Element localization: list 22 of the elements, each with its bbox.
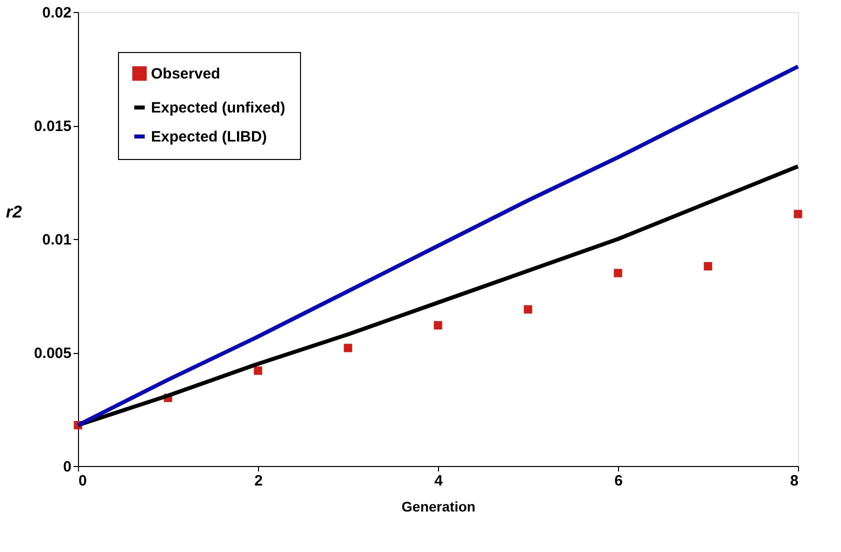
point <box>434 321 442 330</box>
x-axis-title: Generation <box>402 498 476 514</box>
x-tick-label: 8 <box>790 472 798 490</box>
y-tick-label: 0.02 <box>42 4 72 22</box>
legend-label: Expected (unfixed) <box>151 100 286 116</box>
point <box>704 262 712 270</box>
y-tick-label: 0.005 <box>34 345 72 362</box>
point <box>254 366 262 375</box>
legend-label: Expected (LIBD) <box>151 128 267 146</box>
x-tick-label: 4 <box>434 472 444 490</box>
x-tick-label: 6 <box>614 472 623 490</box>
y-tick-label: 0 <box>63 458 72 476</box>
y-tick-label: 0.01 <box>42 232 72 248</box>
y-tick-label: 0.015 <box>34 118 72 135</box>
point <box>794 210 802 218</box>
point <box>614 268 622 278</box>
point <box>344 344 352 352</box>
point <box>524 305 532 314</box>
x-tick-label: 2 <box>254 472 263 490</box>
legend-label: Observed <box>151 66 220 82</box>
x-tick-label: 0 <box>78 472 87 490</box>
y-axis-title: r2 <box>6 202 22 222</box>
